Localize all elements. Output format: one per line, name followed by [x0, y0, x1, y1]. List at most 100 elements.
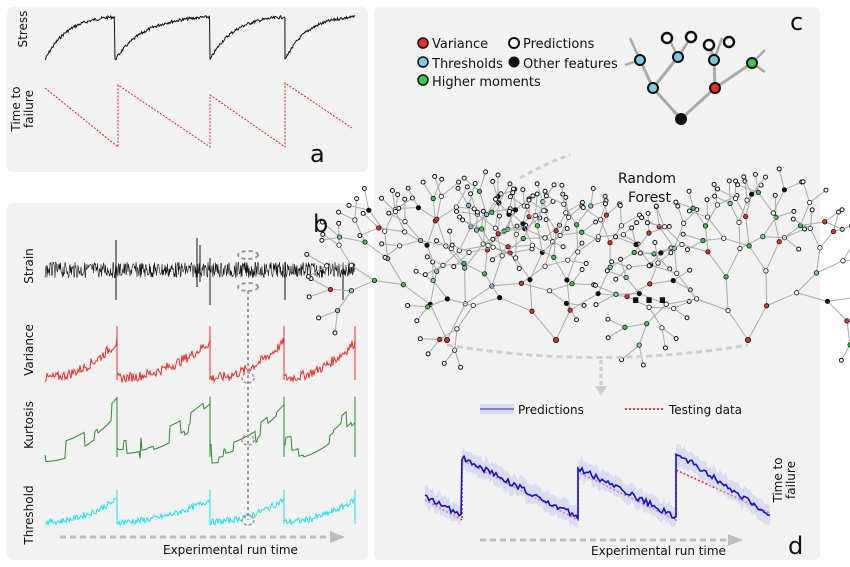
forest-edge — [384, 245, 400, 258]
forest-edge — [676, 273, 698, 300]
forest-edge — [819, 231, 834, 249]
forest-edge — [692, 207, 706, 227]
tree-edge — [651, 56, 680, 89]
forest-leaf-node — [593, 219, 599, 225]
forest-inner-node — [348, 262, 354, 269]
forest-leaf-node — [762, 174, 768, 180]
forest-leaf-node — [520, 187, 526, 193]
forest-edge — [374, 279, 404, 286]
forest-leaf-node — [460, 217, 466, 223]
forest-edge — [381, 243, 400, 247]
forest-inner-node — [647, 281, 653, 287]
legend-moments-dot — [417, 74, 429, 86]
forest-edge — [491, 208, 511, 213]
forest-leaf-node — [447, 228, 453, 234]
forest-leaf-node — [457, 214, 463, 220]
forest-edge — [330, 288, 352, 292]
forest-leaf-node — [823, 187, 829, 193]
forest-leaf-node — [354, 196, 360, 202]
forest-edge — [649, 306, 674, 309]
forest-edge — [498, 183, 511, 204]
forest-leaf-node — [439, 176, 445, 182]
ellipsis: ... — [630, 276, 671, 311]
random-forest-label-line1: Random — [618, 171, 676, 187]
tree-edge — [679, 86, 717, 121]
forest-edge — [619, 205, 622, 226]
forest-edge — [775, 210, 795, 218]
forest-edge — [532, 244, 555, 258]
forest-leaf-node — [543, 193, 549, 199]
forest-edge — [784, 228, 805, 239]
panel-c-diagram — [304, 30, 850, 396]
forest-edge — [563, 203, 578, 226]
forest-leaf-node — [389, 188, 395, 194]
forest-edge — [484, 249, 488, 274]
forest-inner-node — [624, 293, 630, 300]
forest-leaf-node — [684, 247, 690, 253]
forest-inner-node — [327, 286, 334, 293]
forest-leaf-node — [581, 302, 587, 308]
forest-inner-node — [670, 277, 676, 284]
forest-edge — [549, 283, 573, 292]
forest-leaf-node — [456, 179, 462, 185]
forest-edge — [487, 233, 499, 251]
forest-edge — [615, 293, 640, 295]
panel-b-letter: b — [313, 210, 329, 238]
forest-leaf-node — [639, 215, 645, 221]
forest-leaf-node — [480, 208, 486, 214]
forest-leaf-node — [402, 196, 408, 202]
forest-leaf-node — [451, 264, 457, 270]
forest-edge — [796, 272, 817, 294]
forest-edge — [707, 251, 727, 278]
forest-edge — [688, 191, 694, 209]
forest-inner-node — [518, 280, 525, 286]
forest-inner-node — [763, 268, 769, 274]
forest-edge — [664, 226, 683, 245]
forest-inner-node — [661, 224, 668, 230]
legend-pred-band — [480, 404, 514, 414]
stress-label: Stress — [16, 10, 30, 48]
panel-b — [7, 203, 368, 560]
forest-root-node — [553, 337, 559, 343]
forest-inner-node — [348, 287, 355, 294]
forest-leaf-node — [441, 360, 447, 366]
forest-edge — [569, 293, 599, 311]
forest-leaf-node — [489, 257, 495, 263]
forest-leaf-node — [420, 179, 426, 185]
forest-edge — [561, 185, 565, 205]
forest-leaf-node — [468, 191, 474, 197]
forest-inner-node — [466, 202, 472, 208]
forest-edge — [660, 244, 683, 254]
forest-inner-node — [569, 281, 575, 287]
forest-edge — [473, 297, 500, 306]
forest-edge — [407, 304, 428, 308]
forest-leaf-node — [461, 175, 467, 181]
forest-leaf-node — [752, 171, 758, 177]
forest-root-node — [745, 337, 751, 343]
forest-edge — [638, 323, 648, 346]
forest-edge — [566, 279, 571, 311]
forest-edge — [381, 197, 396, 213]
forest-inner-node — [567, 307, 573, 313]
forest-inner-node — [453, 204, 459, 210]
forest-leaf-node — [379, 241, 385, 247]
forest-edge — [793, 218, 811, 229]
forest-edge — [321, 236, 340, 241]
forest-edge — [778, 168, 785, 190]
forest-tree — [405, 181, 693, 370]
forest-leaf-node — [790, 216, 796, 222]
forest-inner-node — [461, 260, 467, 267]
forest-edge — [827, 297, 850, 302]
forest-inner-node — [760, 234, 766, 240]
forest-edge — [576, 224, 579, 252]
legend-predictions-dot — [508, 37, 520, 49]
forest-leaf-node — [433, 238, 439, 244]
forest-edge — [492, 246, 516, 259]
forest-inner-node — [551, 254, 557, 260]
threshold-label: Threshold — [22, 485, 36, 545]
forest-inner-node — [492, 225, 499, 231]
forest-leaf-node — [579, 266, 585, 272]
forest-edge — [464, 267, 466, 304]
forest-inner-node — [392, 209, 399, 215]
